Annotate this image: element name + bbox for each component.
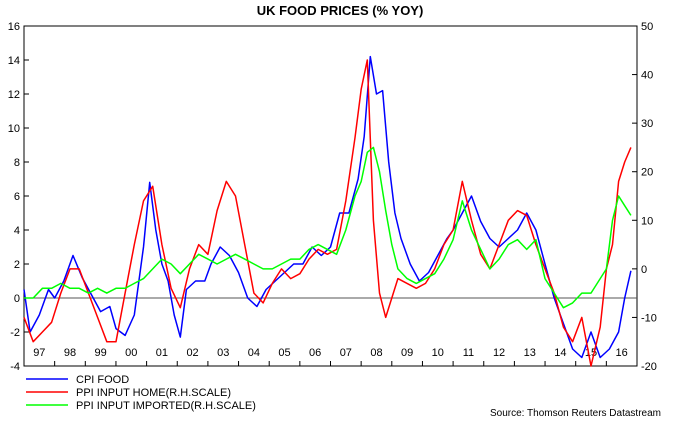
right-axis-tick-label: 50: [641, 21, 653, 33]
left-axis-tick-label: -2: [10, 327, 20, 339]
left-axis-tick-label: 12: [8, 89, 20, 101]
series-line-2: [24, 146, 632, 309]
right-axis-tick-label: 10: [641, 215, 653, 227]
x-axis-tick-label: 11: [463, 347, 474, 359]
left-axis-tick-label: 16: [8, 21, 20, 33]
series-lines: [23, 55, 632, 367]
left-axis-tick-label: 8: [14, 157, 20, 169]
x-axis-tick-label: 00: [125, 347, 137, 359]
left-axis-tick-label: 14: [8, 55, 20, 67]
left-axis-tick-label: -4: [10, 361, 20, 373]
x-axis-tick-label: 16: [616, 347, 628, 359]
x-axis-tick-label: 08: [370, 347, 382, 359]
x-axis-tick-label: 01: [156, 347, 168, 359]
left-axis-tick-label: 2: [14, 259, 20, 271]
x-axis-tick-label: 14: [554, 347, 566, 359]
right-axis-tick-label: 40: [641, 70, 653, 82]
source-note: Source: Thomson Reuters Datastream: [490, 408, 661, 419]
left-axis-tick-label: 10: [8, 123, 20, 135]
legend-label-1: PPI INPUT HOME(R.H.SCALE): [76, 387, 231, 399]
x-axis-tick-label: 12: [493, 347, 505, 359]
x-axis-tick-label: 04: [248, 347, 260, 359]
legend-label-2: PPI INPUT IMPORTED(R.H.SCALE): [76, 400, 256, 412]
right-axis-tick-label: -10: [641, 312, 657, 324]
series-line-1: [23, 59, 632, 367]
x-axis-tick-label: 05: [278, 347, 290, 359]
x-axis-tick-label: 13: [524, 347, 536, 359]
x-axis-tick-label: 09: [401, 347, 413, 359]
x-axis-tick-label: 06: [309, 347, 321, 359]
x-axis-tick-label: 10: [432, 347, 444, 359]
series-line-0: [23, 55, 632, 359]
left-axis-tick-label: 0: [14, 293, 20, 305]
left-axis-tick-label: 4: [14, 225, 20, 237]
right-axis-tick-label: 0: [641, 264, 647, 276]
left-axis-tick-label: 6: [14, 191, 20, 203]
x-axis-tick-label: 07: [340, 347, 352, 359]
right-axis-tick-label: 30: [641, 118, 653, 130]
x-axis-tick-label: 98: [64, 347, 76, 359]
x-axis-tick-label: 02: [186, 347, 198, 359]
x-axis-tick-label: 97: [33, 347, 45, 359]
right-axis-tick-label: -20: [641, 361, 657, 373]
right-axis-tick-label: 20: [641, 167, 653, 179]
x-axis-tick-label: 99: [95, 347, 107, 359]
x-axis-tick-label: 03: [217, 347, 229, 359]
plot-frame: [23, 25, 638, 367]
legend-label-0: CPI FOOD: [76, 374, 129, 386]
chart-title: UK FOOD PRICES (% YOY): [257, 3, 424, 18]
